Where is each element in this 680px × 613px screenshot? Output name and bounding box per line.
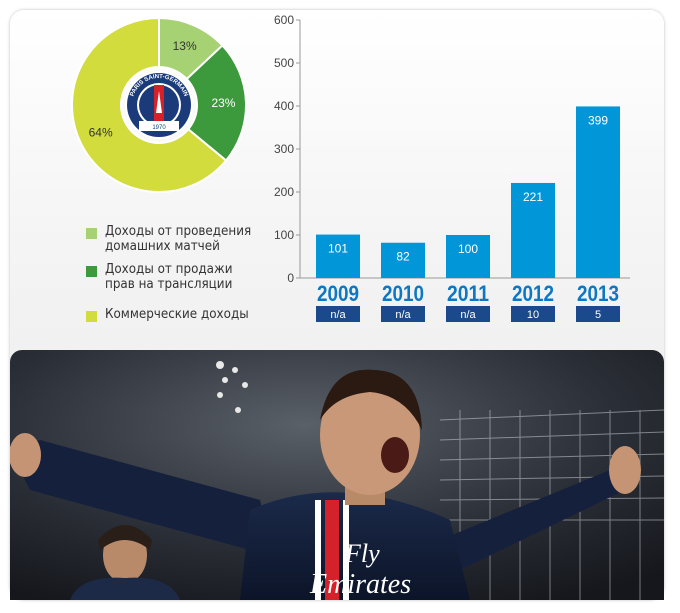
x-tick-label: 2009: [317, 281, 359, 306]
shirt-sponsor-line2: Emirates: [309, 569, 411, 600]
shirt-white-stripe: [343, 500, 349, 600]
bar-2010: [381, 242, 425, 278]
y-tick-label: 200: [274, 185, 294, 199]
rank-badge: [381, 306, 425, 322]
legend-label: Доходы от продажи прав на трансляции: [105, 262, 233, 292]
bar-2009: [316, 234, 360, 278]
rank-badge-label: n/a: [460, 309, 476, 321]
stadium-lights: [216, 361, 248, 413]
x-tick-label: 2013: [577, 281, 619, 306]
rank-badge: [316, 306, 360, 322]
x-tick-label: 2011: [447, 281, 489, 306]
rank-badge-label: n/a: [395, 309, 411, 321]
bar-value-label: 101: [328, 242, 348, 256]
teammate: [70, 525, 180, 600]
y-tick-label: 500: [274, 56, 294, 70]
rank-badge: [511, 306, 555, 322]
y-tick-label: 400: [274, 99, 294, 113]
bar-value-label: 82: [396, 250, 410, 264]
bar-value-label: 399: [588, 113, 608, 127]
donut-slice-broadcast: [185, 44, 247, 162]
photo-illustration: Fly Emirates: [10, 350, 664, 600]
rank-badge: [576, 306, 620, 322]
shirt-red-stripe: [325, 500, 339, 600]
legend-item-broadcast: Доходы от продажи прав на трансляции: [86, 262, 244, 292]
legend-swatch: [86, 311, 97, 322]
y-tick-label: 100: [274, 228, 294, 242]
player-left-hand: [10, 433, 41, 477]
legend-label: Доходы от проведения домашних матчей: [105, 224, 252, 254]
legend-label: Коммерческие доходы: [105, 307, 249, 322]
bar-value-label: 100: [458, 242, 478, 256]
legend-swatch: [86, 266, 97, 277]
bar-2011: [446, 235, 490, 278]
x-tick-label: 2012: [512, 281, 554, 306]
player-right-hand: [609, 446, 641, 494]
player-torso: [240, 492, 470, 600]
logo-year: 1970: [152, 125, 166, 131]
bar-2013: [576, 106, 620, 279]
bar-value-label: 221: [523, 190, 543, 204]
y-tick-label: 0: [287, 271, 294, 285]
player-hair: [320, 369, 422, 430]
rank-badge: [446, 306, 490, 322]
donut-slice-label: 23%: [211, 96, 235, 110]
legend-swatch: [86, 228, 97, 239]
revenue-bar-chart: 0 100 200 300 400 500 600 101 2009 n/a 82 2010 n/a 10…: [274, 13, 630, 322]
donut-slice-label: 64%: [89, 125, 113, 139]
rank-badge-label: 10: [527, 309, 539, 321]
y-tick-label: 600: [274, 13, 294, 27]
rank-badge-label: 5: [595, 309, 601, 321]
rank-badge-label: n/a: [330, 309, 346, 321]
player-celebration-photo: Fly Emirates: [10, 350, 664, 600]
shirt-sponsor-line1: Fly: [344, 539, 380, 568]
legend-item-commercial: Коммерческие доходы: [86, 307, 261, 322]
legend-item-match-day: Доходы от проведения домашних матчей: [86, 224, 264, 254]
y-tick-label: 300: [274, 142, 294, 156]
player-right-arm: [440, 470, 625, 570]
donut-slice-commercial: [71, 16, 228, 193]
player-left-arm: [10, 440, 270, 550]
x-tick-label: 2010: [382, 281, 424, 306]
bar-2012: [511, 182, 555, 278]
shirt-white-stripe: [315, 500, 321, 600]
player-mouth: [381, 437, 409, 473]
donut-slice-label: 13%: [173, 39, 197, 53]
